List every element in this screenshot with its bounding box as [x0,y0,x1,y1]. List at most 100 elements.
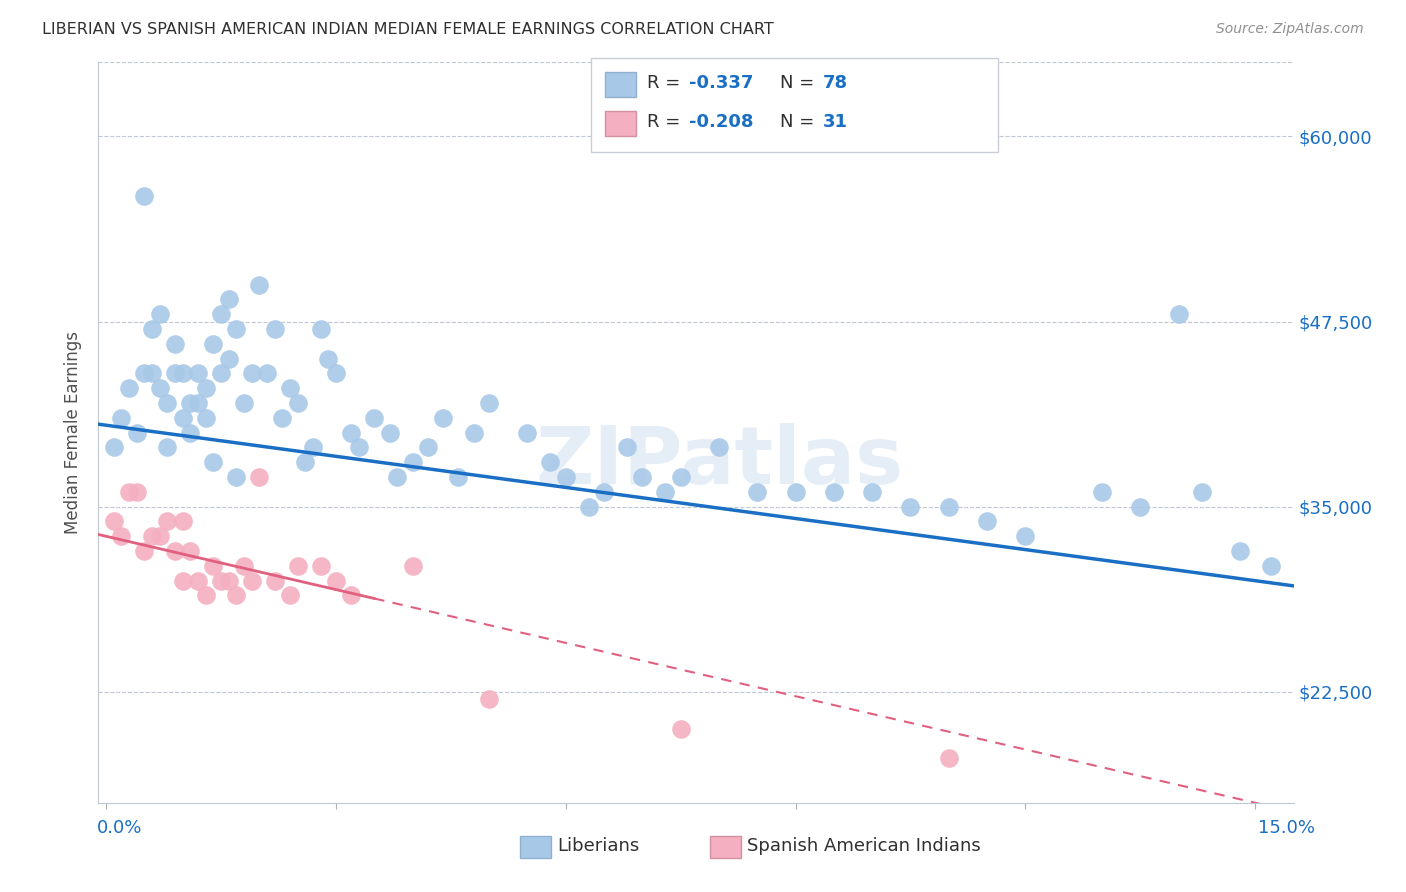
Point [156,441,179,455]
Point [233,396,256,410]
Point [432,410,454,425]
Point [1260,558,1282,573]
Point [747,484,769,499]
Text: Spanish American Indians: Spanish American Indians [747,837,980,855]
Point [240,574,263,588]
Point [134,188,156,202]
Text: LIBERIAN VS SPANISH AMERICAN INDIAN MEDIAN FEMALE EARNINGS CORRELATION CHART: LIBERIAN VS SPANISH AMERICAN INDIAN MEDI… [42,22,773,37]
Point [416,441,439,455]
Point [401,558,423,573]
Point [187,396,209,410]
Point [156,396,179,410]
Point [118,381,141,395]
Point [202,336,225,351]
Point [478,692,501,706]
Point [156,515,179,529]
Point [172,515,194,529]
Point [278,381,301,395]
Point [823,484,845,499]
Point [378,425,401,440]
Point [271,410,294,425]
Point [309,322,332,336]
Point [233,558,256,573]
Point [225,322,247,336]
Point [385,470,409,484]
Point [516,425,538,440]
Point [194,589,217,603]
Point [900,500,922,514]
Point [202,455,225,469]
Text: 31: 31 [823,113,848,131]
Y-axis label: Median Female Earnings: Median Female Earnings [65,331,83,534]
Point [347,441,370,455]
Point [218,293,240,307]
Point [179,396,201,410]
Point [976,515,998,529]
Point [225,589,247,603]
Point [218,351,240,366]
Point [225,470,247,484]
Point [1229,544,1251,558]
Point [263,574,285,588]
Point [278,589,301,603]
Point [1167,307,1189,321]
Point [1191,484,1213,499]
Text: Liberians: Liberians [557,837,638,855]
Point [401,455,423,469]
Point [149,529,172,543]
Point [141,529,163,543]
Point [287,396,309,410]
Point [172,410,194,425]
Point [1091,484,1114,499]
Point [593,484,616,499]
Text: -0.208: -0.208 [689,113,754,131]
Point [118,484,141,499]
Point [631,470,654,484]
Point [125,425,148,440]
Point [163,544,186,558]
Text: R =: R = [647,74,686,92]
Point [125,484,148,499]
Point [202,558,225,573]
Point [134,544,156,558]
Point [554,470,576,484]
Point [578,500,600,514]
Point [463,425,485,440]
Point [149,307,172,321]
Point [1014,529,1036,543]
Point [340,589,363,603]
Text: -0.337: -0.337 [689,74,754,92]
Point [209,307,232,321]
Point [707,441,730,455]
Point [240,367,263,381]
Point [194,410,217,425]
Text: Source: ZipAtlas.com: Source: ZipAtlas.com [1216,22,1364,37]
Point [103,515,125,529]
Point [179,544,201,558]
Point [616,441,638,455]
Point [179,425,201,440]
Point [163,336,186,351]
Point [294,455,316,469]
Point [247,470,270,484]
Point [340,425,363,440]
Point [247,277,270,292]
Point [325,367,347,381]
Text: 0.0%: 0.0% [97,819,142,837]
Point [141,322,163,336]
Point [110,410,132,425]
Point [654,484,676,499]
Point [172,574,194,588]
Text: 15.0%: 15.0% [1258,819,1315,837]
Text: R =: R = [647,113,686,131]
Point [478,396,501,410]
Point [309,558,332,573]
Text: N =: N = [780,113,820,131]
Point [194,381,217,395]
Point [149,381,172,395]
Text: 78: 78 [823,74,848,92]
Point [669,470,692,484]
Point [325,574,347,588]
Point [134,367,156,381]
Point [209,574,232,588]
